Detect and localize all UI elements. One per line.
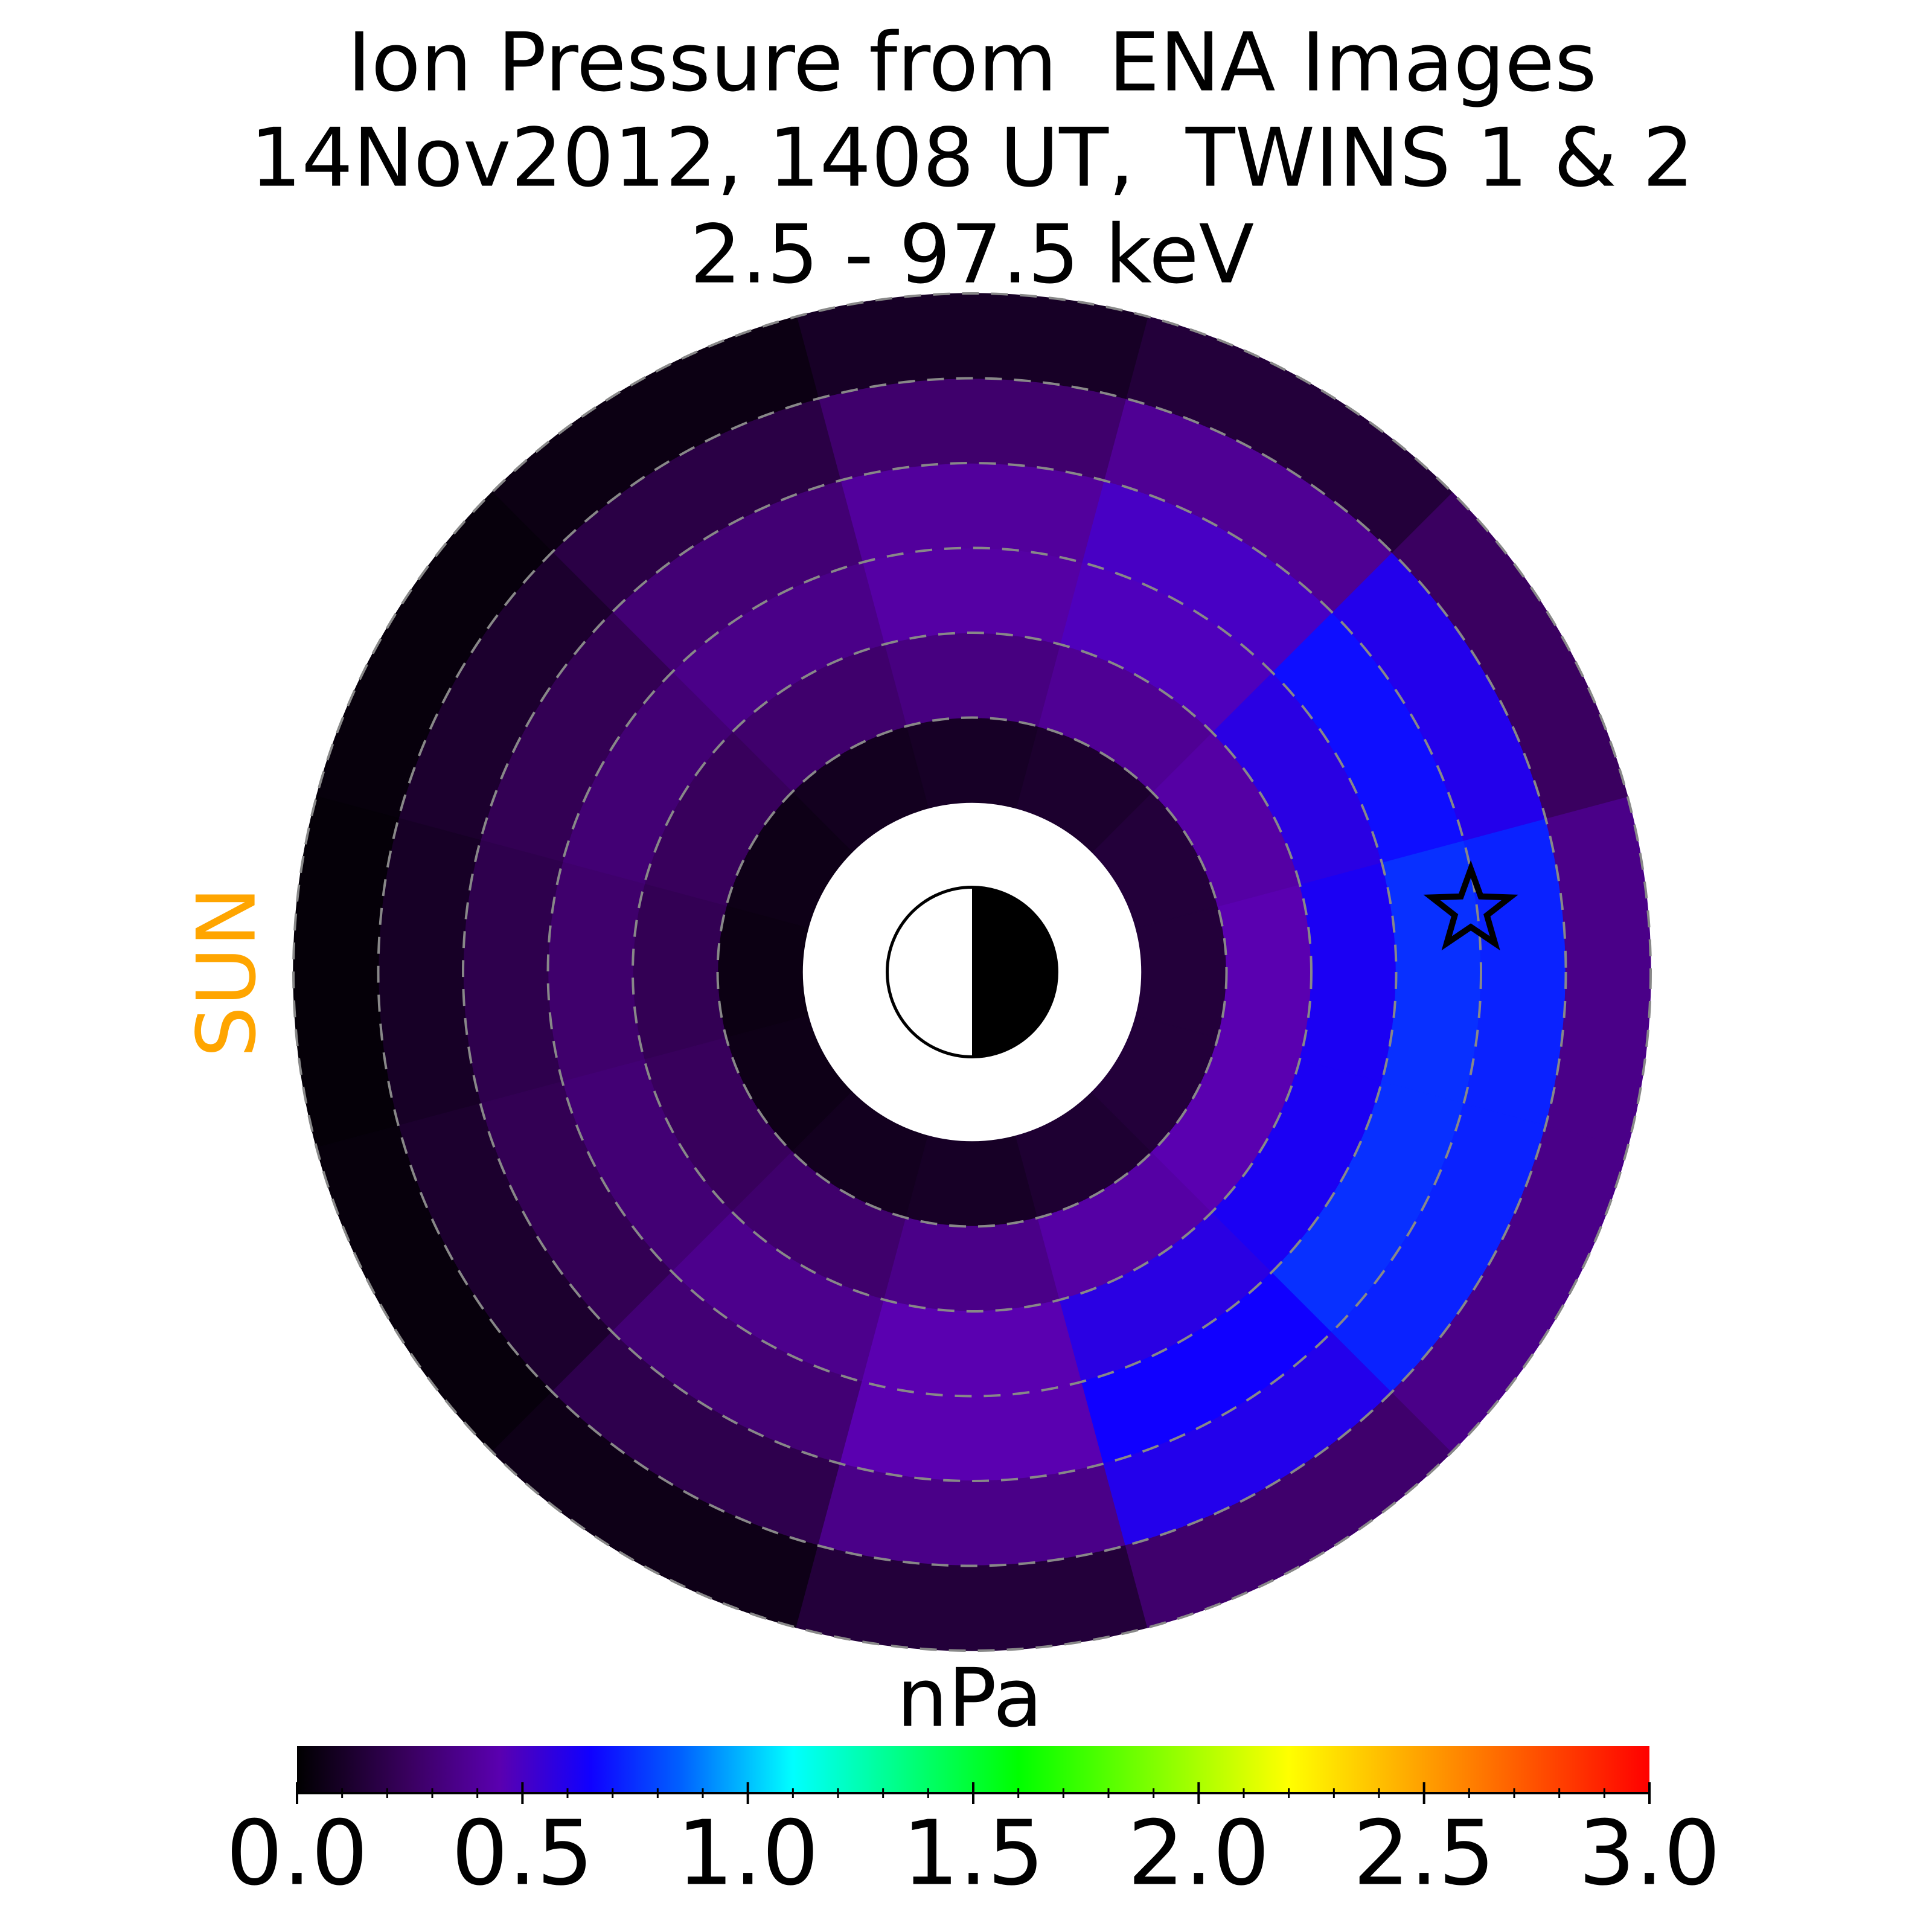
heatmap-cell bbox=[839, 1381, 1105, 1482]
heatmap-cell bbox=[1299, 862, 1397, 1083]
grid-ring bbox=[546, 546, 1398, 1398]
colorbar-tick-label: 1.5 bbox=[902, 1802, 1044, 1905]
heatmap-cell bbox=[717, 905, 809, 1039]
heatmap-cell bbox=[1135, 905, 1227, 1039]
colorbar-tick-label: 0.0 bbox=[226, 1802, 368, 1905]
colorbar-tick-label: 3.0 bbox=[1578, 1802, 1720, 1905]
colorbar-tick-label: 2.5 bbox=[1353, 1802, 1495, 1905]
heatmap-cell bbox=[839, 462, 1105, 563]
colorbar-tick-label: 1.0 bbox=[677, 1802, 819, 1905]
heatmap-cell bbox=[905, 1135, 1039, 1227]
colorbar-tick-label: 0.5 bbox=[452, 1802, 593, 1905]
heatmap-cell bbox=[905, 717, 1039, 809]
star-marker bbox=[1423, 860, 1518, 951]
heatmap-cell bbox=[883, 632, 1061, 727]
sun-label: SUN bbox=[180, 886, 274, 1057]
heatmap-cell bbox=[1217, 883, 1312, 1061]
grid-ring bbox=[377, 377, 1567, 1567]
chart-subtitle: 2.5 - 97.5 keV bbox=[690, 208, 1255, 302]
grid-ring bbox=[292, 292, 1652, 1652]
chart-subtitle: 14Nov2012, 1408 UT, TWINS 1 & 2 bbox=[250, 111, 1694, 205]
grid-ring bbox=[462, 462, 1482, 1482]
grid-ring bbox=[716, 716, 1228, 1228]
heatmap-cell bbox=[862, 1299, 1083, 1397]
heatmap-cell bbox=[862, 547, 1083, 645]
colorbar-tick-label: 2.0 bbox=[1128, 1802, 1270, 1905]
chart-title: Ion Pressure from ENA Images bbox=[347, 16, 1596, 110]
heatmap-cell bbox=[632, 883, 727, 1061]
colorbar-label: nPa bbox=[897, 1651, 1043, 1745]
earth-night bbox=[972, 887, 1057, 1057]
heatmap-cell bbox=[883, 1217, 1061, 1312]
heatmap-cell bbox=[547, 862, 645, 1083]
grid-ring bbox=[632, 632, 1313, 1313]
heatmap-cell bbox=[462, 839, 563, 1105]
